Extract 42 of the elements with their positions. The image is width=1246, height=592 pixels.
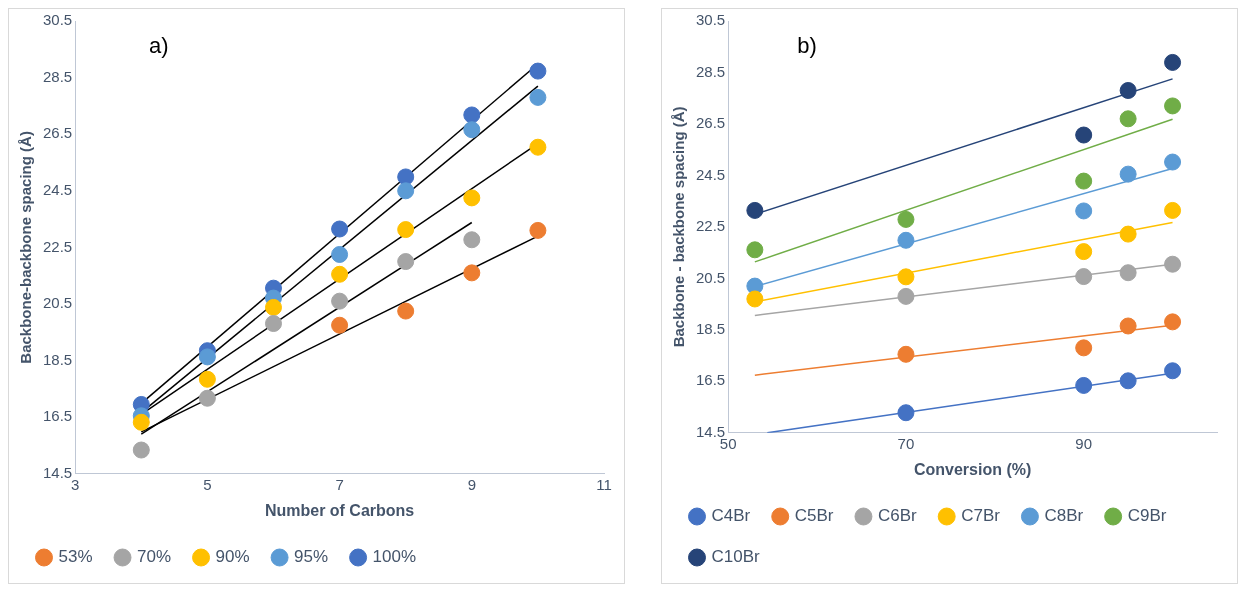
x-axis-title: Number of Carbons bbox=[264, 501, 415, 519]
y-tick-label: 14.5 bbox=[42, 463, 73, 481]
legend-label: 53% bbox=[58, 547, 93, 567]
y-tick-label: 28.5 bbox=[42, 67, 73, 85]
y-tick-label: 24.5 bbox=[695, 165, 726, 183]
legend-label: C6Br bbox=[877, 506, 918, 526]
annotation: a) bbox=[148, 33, 169, 59]
x-tick-label: 90 bbox=[1075, 434, 1093, 452]
y-tick-label: 26.5 bbox=[695, 114, 726, 132]
x-tick-label: 5 bbox=[203, 475, 212, 493]
y-tick-label: 18.5 bbox=[42, 350, 73, 368]
y-axis-title: Backbone-backbone spacing (Å) bbox=[17, 131, 35, 364]
legend-label: 90% bbox=[215, 547, 250, 567]
y-tick-label: 24.5 bbox=[42, 180, 73, 198]
y-tick-label: 20.5 bbox=[42, 294, 73, 312]
legend-label: C8Br bbox=[1044, 506, 1084, 526]
legend-label: C4Br bbox=[711, 506, 751, 526]
legend-label: 95% bbox=[294, 547, 329, 567]
y-tick-label: 28.5 bbox=[695, 62, 726, 80]
x-tick-label: 9 bbox=[467, 475, 476, 493]
x-tick-label: 3 bbox=[71, 475, 80, 493]
y-tick-label: 18.5 bbox=[695, 319, 726, 337]
y-tick-label: 30.5 bbox=[695, 11, 726, 29]
x-tick-label: 7 bbox=[335, 475, 344, 493]
y-tick-label: 22.5 bbox=[42, 237, 73, 255]
legend-label: 100% bbox=[372, 547, 417, 567]
x-axis-title: Conversion (%) bbox=[913, 460, 1032, 478]
x-tick-label: 11 bbox=[596, 475, 612, 493]
y-tick-label: 16.5 bbox=[42, 407, 73, 425]
legend-label: C7Br bbox=[961, 506, 1001, 526]
legend-label: C9Br bbox=[1127, 506, 1167, 526]
y-axis-title: Backbone - backbone spacing (Å) bbox=[670, 106, 688, 348]
y-tick-label: 22.5 bbox=[695, 217, 726, 235]
y-tick-label: 16.5 bbox=[695, 371, 726, 389]
y-tick-label: 20.5 bbox=[695, 268, 726, 286]
legend-label: C10Br bbox=[711, 547, 761, 567]
x-tick-label: 70 bbox=[897, 434, 915, 452]
legend-label: 70% bbox=[137, 547, 172, 567]
y-tick-label: 26.5 bbox=[42, 124, 73, 142]
y-tick-label: 30.5 bbox=[42, 11, 73, 29]
annotation: b) bbox=[797, 33, 817, 59]
legend-label: C5Br bbox=[794, 506, 834, 526]
